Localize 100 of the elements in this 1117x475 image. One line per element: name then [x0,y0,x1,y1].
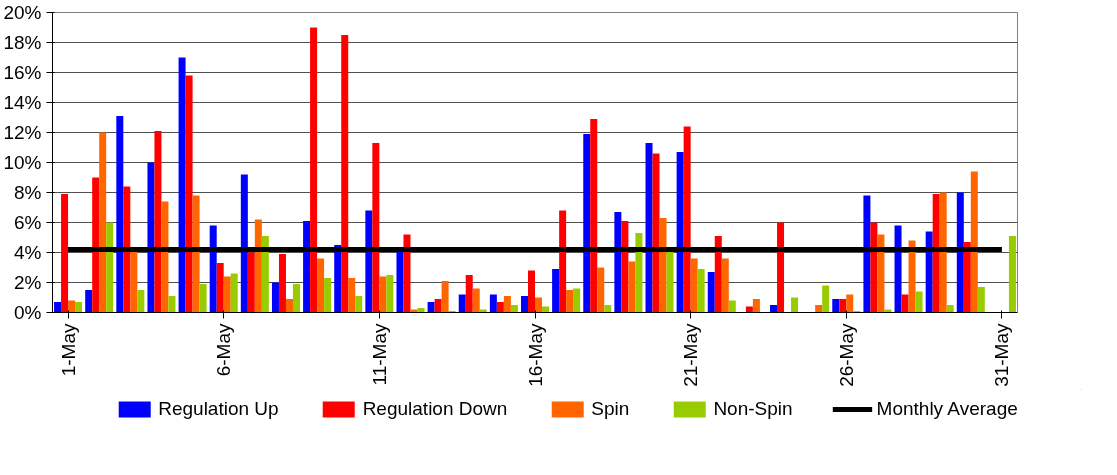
bar [597,267,605,313]
bar [123,186,131,313]
bar [230,273,238,313]
bar [901,294,909,313]
bar [559,210,567,313]
x-tick-label: 26-May [835,323,857,387]
bar [341,35,349,313]
bar [939,192,947,313]
y-tick-label: 16% [3,62,42,83]
bar [520,296,528,313]
bar [99,132,107,313]
bar [106,222,114,313]
x-tick-label: 6-May [213,323,235,377]
bar [223,276,231,313]
bar [168,296,176,313]
bar [317,258,325,313]
bar [403,234,411,313]
bar [621,221,629,313]
bar [877,234,885,313]
bar [489,294,497,313]
x-tick-label: 1-May [57,323,79,377]
y-tick-label: 14% [3,92,42,113]
bar [1008,236,1016,313]
bar [85,290,93,313]
y-tick-label: 8% [14,182,42,203]
bar [652,153,660,313]
bar [846,294,854,313]
bar [614,212,622,313]
x-tick-label: 21-May [680,323,702,387]
bar [714,236,722,313]
bar [932,194,940,313]
bar [528,270,535,313]
bar [777,222,785,313]
bar [839,299,847,313]
y-tick-label: 6% [14,212,42,233]
bar [61,194,69,313]
bar [963,242,971,313]
bar [334,245,342,313]
x-tick-label: 31-May [991,323,1013,387]
bar [116,116,124,313]
bar [365,210,373,313]
bar [956,192,964,313]
bar [199,284,207,313]
bar [791,297,799,313]
bar [465,275,473,313]
bar [472,288,480,313]
x-tick-label: 11-May [368,323,390,386]
bar [863,195,871,313]
bar [261,236,269,313]
y-tick-label: 2% [14,272,42,293]
bar [915,291,923,313]
bar [697,269,705,313]
bar [822,285,830,313]
bar [292,284,300,313]
bar [573,288,581,313]
bar [908,240,916,313]
bar [348,278,356,313]
bar [137,290,145,313]
bar [503,296,511,313]
bar [676,152,684,313]
bar [590,119,598,313]
y-tick-label: 4% [14,242,42,263]
bar [441,281,449,313]
legend-label: Regulation Down [362,398,508,420]
bar [728,300,736,313]
bar [752,299,760,313]
y-tick-label: 12% [3,122,42,143]
bar [285,299,293,313]
bar [970,171,978,313]
bar [894,225,902,313]
bar [690,258,698,313]
bar [458,294,466,313]
bar [659,218,667,313]
y-tick-label: 10% [3,152,42,173]
bar [566,290,574,313]
legend-label: Monthly Average [876,398,1018,420]
bar [832,299,840,313]
bar [324,278,332,313]
bar [628,261,636,313]
bar [707,272,715,313]
bar [303,221,311,313]
bar [683,126,691,313]
bar [271,282,279,313]
bar [396,251,404,313]
y-tick-label: 0% [14,302,42,323]
legend-label: Non-Spin [713,398,793,420]
bar [147,162,155,313]
bar [92,177,100,313]
bar [254,219,262,313]
bar [310,27,318,313]
y-tick-label: 20% [3,2,42,23]
bar [977,287,985,313]
bar [247,252,255,313]
bar [434,299,442,313]
bar [240,174,248,313]
bar [496,302,504,313]
bar [216,263,224,313]
bar [721,258,729,313]
y-tick-label: 18% [3,32,42,53]
bar [355,296,363,313]
